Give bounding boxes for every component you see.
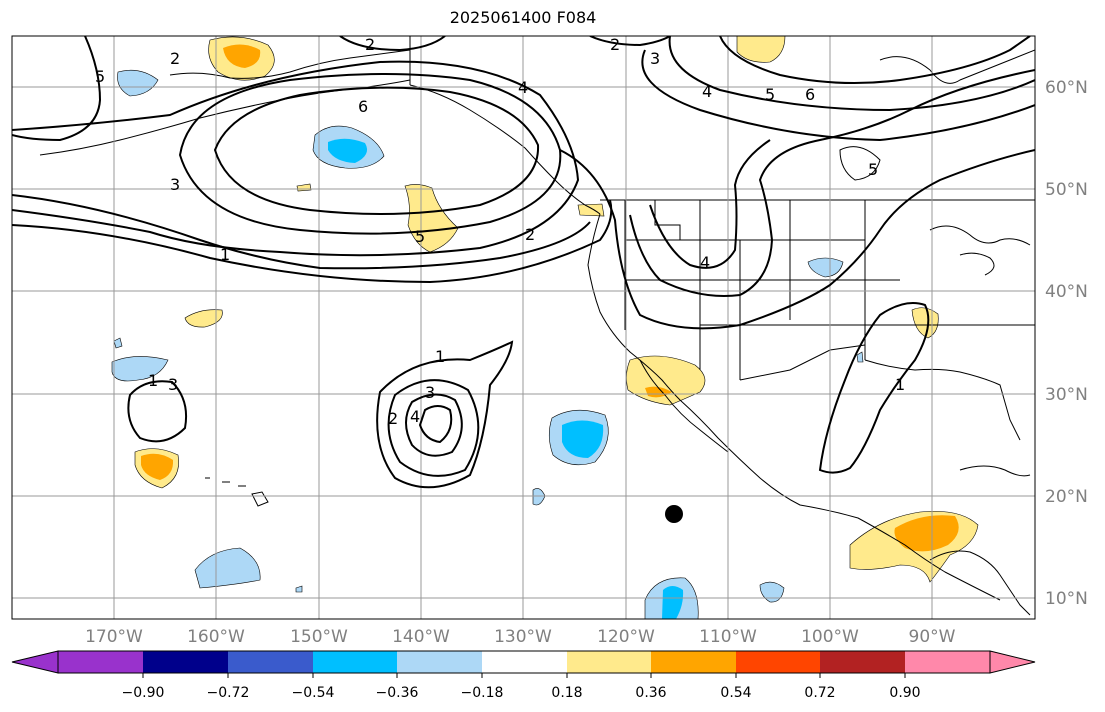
contour-label: 3: [425, 383, 435, 402]
contour-lines: [12, 36, 1035, 489]
colorbar-tick-label: 0.54: [720, 685, 751, 701]
colorbar-tick-label: −0.90: [122, 685, 165, 701]
lon-label: 90°W: [909, 627, 956, 647]
colorbar-tick-label: −0.18: [461, 685, 504, 701]
colorbar-tick-label: −0.54: [292, 685, 335, 701]
colorbar-swatch: [567, 651, 651, 673]
contour-label: 1: [148, 371, 158, 390]
contour-label: 2: [170, 49, 180, 68]
contour-label: 4: [702, 82, 712, 101]
lon-label: 160°W: [187, 627, 245, 647]
colorbar-tick-label: −0.36: [376, 685, 419, 701]
map-frame: [11, 35, 1036, 620]
lat-label: 20°N: [1045, 487, 1088, 507]
lon-label: 110°W: [699, 627, 757, 647]
colorbar-tick-label: 0.36: [635, 685, 666, 701]
colorbar-tick-label: 0.72: [804, 685, 835, 701]
longitude-labels: 170°W 160°W 150°W 140°W 130°W 120°W 110°…: [85, 627, 956, 647]
lon-label: 120°W: [597, 627, 655, 647]
lat-label: 10°N: [1045, 589, 1088, 609]
contour-label: 1: [435, 347, 445, 366]
contour-label: 2: [365, 35, 375, 54]
contour-label: 1: [895, 375, 905, 394]
contour-label: 1: [220, 245, 230, 264]
colorbar-swatch: [58, 651, 143, 673]
colorbar-swatch: [482, 651, 567, 673]
graticule: [12, 36, 1035, 619]
lat-label: 60°N: [1045, 78, 1088, 98]
colorbar-swatch: [736, 651, 820, 673]
colorbar-swatch: [905, 651, 990, 673]
colorbar-tick-label: 0.18: [551, 685, 582, 701]
contour-label: 2: [388, 409, 398, 428]
contour-labels: 2 3 5 2 3 4 5 6 6 4 3 1 2 5 2 4 5 1 1 3 …: [95, 35, 905, 428]
contour-label: 2: [610, 35, 620, 54]
lat-label: 40°N: [1045, 282, 1088, 302]
colorbar-frame: [57, 650, 991, 674]
lon-label: 130°W: [494, 627, 552, 647]
contour-label: 6: [358, 97, 368, 116]
latitude-labels: 60°N 50°N 40°N 30°N 20°N 10°N: [1045, 78, 1088, 609]
colorbar: −0.90 −0.72 −0.54 −0.36 −0.18 0.18 0.36 …: [11, 650, 1036, 701]
colorbar-swatch: [397, 651, 482, 673]
contour-label: 2: [525, 225, 535, 244]
contour-label: 3: [650, 49, 660, 68]
colorbar-tick-label: −0.72: [207, 685, 250, 701]
lon-label: 170°W: [85, 627, 143, 647]
colorbar-tick-label: 0.90: [889, 685, 920, 701]
contour-label: 5: [868, 160, 878, 179]
contour-label: 4: [410, 407, 420, 426]
lat-label: 30°N: [1045, 385, 1088, 405]
contour-label: 5: [415, 227, 425, 246]
contour-label: 3: [168, 375, 178, 394]
map-panel[interactable]: 2 3 5 2 3 4 5 6 6 4 3 1 2 5 2 4 5 1 1 3 …: [12, 35, 1035, 619]
colorbar-swatch: [313, 651, 397, 673]
contour-label: 4: [700, 253, 710, 272]
colorbar-swatch: [820, 651, 905, 673]
contour-label: 5: [95, 67, 105, 86]
lon-label: 100°W: [801, 627, 859, 647]
colorbar-swatch: [228, 651, 313, 673]
contour-label: 5: [765, 85, 775, 104]
lon-label: 150°W: [290, 627, 348, 647]
contour-label: 4: [518, 78, 528, 97]
colorbar-max-extend: [989, 650, 1036, 674]
colorbar-swatch: [651, 651, 736, 673]
colorbar-swatch: [143, 651, 228, 673]
contour-label: 6: [805, 85, 815, 104]
location-marker: [665, 505, 683, 523]
colorbar-min-extend: [11, 650, 59, 674]
lat-label: 50°N: [1045, 180, 1088, 200]
map-title: 2025061400 F084: [449, 8, 597, 27]
land-outlines: [39, 36, 1035, 616]
contour-label: 3: [170, 175, 180, 194]
anomaly-fills: [111, 36, 979, 619]
lon-label: 140°W: [392, 627, 450, 647]
